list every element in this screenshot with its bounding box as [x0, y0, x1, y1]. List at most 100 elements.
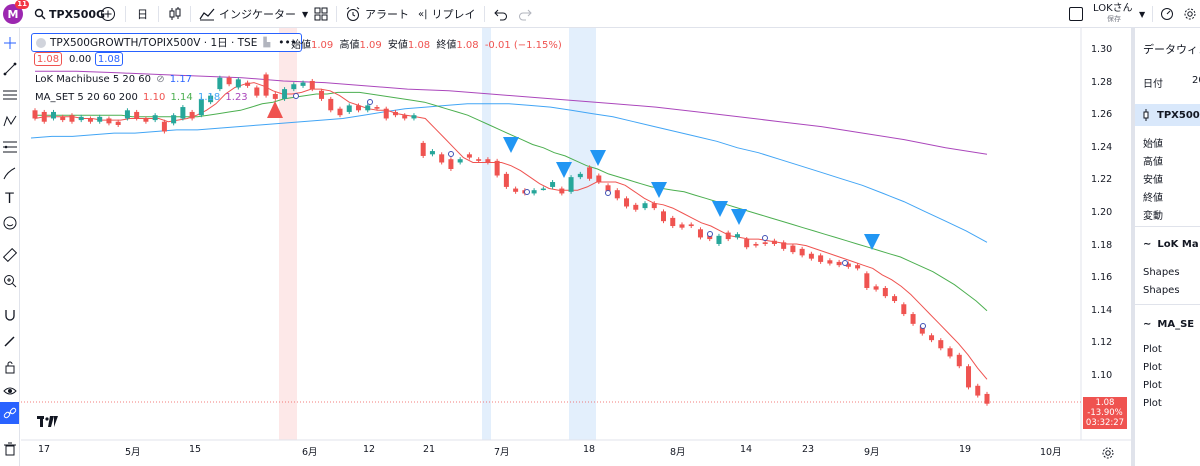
candle-body: [476, 159, 482, 161]
layout-menu-chevron[interactable]: ▼: [1139, 0, 1145, 28]
low-label: 安値: [387, 40, 408, 51]
candle-body: [69, 115, 75, 122]
open-row-label: 始値: [1143, 139, 1163, 150]
candle-body: [448, 159, 454, 169]
text-tool[interactable]: T: [0, 188, 19, 210]
ask-price-box[interactable]: 1.08: [95, 52, 123, 66]
layout-checkbox[interactable]: [1069, 0, 1083, 28]
candle-body: [485, 159, 491, 163]
symbol-short: TPX500: [1157, 109, 1200, 121]
link-tool[interactable]: [0, 402, 19, 424]
trash-icon: [3, 442, 16, 456]
price-chart[interactable]: [21, 28, 1131, 466]
settings-button[interactable]: [1183, 0, 1197, 28]
spread-value: 0.00: [69, 54, 92, 65]
candle-icon: [1143, 109, 1149, 121]
chart-pane[interactable]: TPX500GROWTH/TOPIX500V · 1日 · TSE ▙ ••• …: [21, 28, 1131, 466]
notification-badge: 11: [15, 0, 29, 9]
crosshair-tool[interactable]: [0, 32, 19, 54]
indicator1-section[interactable]: ∼ LoK Ma: [1143, 239, 1199, 250]
candle-body: [670, 217, 676, 227]
candle-body: [827, 260, 833, 264]
candle-body: [383, 108, 389, 119]
undo-button[interactable]: [494, 0, 508, 28]
trendline-tool[interactable]: [0, 58, 19, 80]
quick-search-button[interactable]: [1160, 0, 1174, 28]
candle-body: [716, 235, 722, 244]
templates-button[interactable]: [314, 0, 328, 28]
candle-body: [642, 203, 648, 209]
hide-drawings-tool[interactable]: [0, 380, 19, 402]
link-icon: [3, 407, 16, 419]
redo-button[interactable]: [518, 0, 532, 28]
candle-body: [688, 224, 694, 227]
compare-button[interactable]: [100, 0, 116, 28]
signal-band: [279, 28, 297, 440]
price-tick-label: 1.26: [1091, 109, 1113, 121]
candle-body: [734, 234, 740, 238]
layout-name-button[interactable]: LOKさん 保存: [1093, 0, 1133, 28]
symbol-search-button[interactable]: TPX500G: [34, 0, 105, 28]
lock-all-tool[interactable]: [0, 356, 19, 378]
time-tick-label: 8月: [670, 447, 686, 458]
symbol-legend[interactable]: TPX500GROWTH/TOPIX500V · 1日 · TSE ▙ •••: [31, 33, 302, 52]
brush-tool[interactable]: [0, 162, 19, 184]
high-value: 1.09: [359, 40, 382, 51]
candle-body: [466, 154, 472, 158]
candle-body: [799, 248, 805, 256]
delete-drawings-tool[interactable]: [0, 438, 19, 460]
chart-type-button[interactable]: [168, 0, 182, 28]
plot-label-1: Plot: [1143, 344, 1162, 355]
indicator2-section[interactable]: ∼ MA_SE: [1143, 319, 1194, 330]
interval-button[interactable]: 日: [137, 0, 148, 28]
measure-tool[interactable]: [0, 244, 19, 266]
bid-price-box[interactable]: 1.08: [34, 52, 62, 66]
signal-dot: [707, 231, 713, 237]
candle-body: [882, 287, 888, 297]
time-tick-label: 7月: [494, 447, 510, 458]
low-row-label: 安値: [1143, 175, 1163, 186]
indicators-button[interactable]: インジケーター ▼: [199, 0, 308, 28]
candle-body: [198, 98, 204, 116]
candle-body: [614, 190, 620, 199]
pattern-tool[interactable]: [0, 110, 19, 132]
magnet-tool[interactable]: [0, 304, 19, 326]
more-icon[interactable]: •••: [278, 36, 297, 49]
indicator2-short: MA_SE: [1157, 319, 1195, 330]
candle-body: [808, 253, 814, 259]
candle-body: [910, 314, 916, 324]
ma5-value: 1.10: [143, 92, 166, 103]
loading-icon: ⊘: [156, 74, 165, 85]
avatar[interactable]: M 11: [3, 0, 29, 28]
brush-icon: [3, 167, 15, 180]
chart-settings-button[interactable]: [1101, 446, 1115, 463]
eye-icon: [2, 387, 17, 395]
indicator2-legend[interactable]: MA_SET 5 20 60 200 1.10 1.14 1.18 1.23: [35, 92, 248, 103]
symbol-row[interactable]: TPX500: [1135, 104, 1200, 126]
zoom-tool[interactable]: [0, 270, 19, 292]
flag-icon: ▙: [263, 37, 271, 48]
chevron-down-icon: ▼: [1139, 9, 1146, 19]
candle-body: [550, 182, 556, 187]
date-label: 日付: [1143, 79, 1163, 90]
candle-body: [633, 204, 639, 210]
ma60-value: 1.18: [197, 92, 221, 103]
candle-body: [60, 116, 66, 121]
lock-drawing-tool[interactable]: [0, 330, 19, 352]
rewind-icon: «|: [418, 8, 428, 20]
alert-button[interactable]: アラート: [345, 0, 409, 28]
top-toolbar: M 11 TPX500G 日 インジケーター ▼ アラート «| リプレイ: [0, 0, 1200, 28]
fib-tool[interactable]: [0, 136, 19, 158]
replay-button[interactable]: «| リプレイ: [418, 0, 476, 28]
indicator1-legend[interactable]: LoK Machibuse 5 20 60 ⊘ 1.17: [35, 74, 192, 85]
emoji-tool[interactable]: [0, 212, 19, 234]
tradingview-logo[interactable]: [37, 416, 59, 432]
horizontal-lines-icon: [2, 90, 17, 100]
candle-body: [152, 115, 158, 121]
candle-body: [624, 198, 630, 207]
signal-dot: [448, 151, 454, 157]
horizontal-lines-tool[interactable]: [0, 84, 19, 106]
candle-body: [245, 82, 251, 86]
candle-body: [161, 121, 167, 132]
ask-price: 1.08: [97, 53, 121, 65]
